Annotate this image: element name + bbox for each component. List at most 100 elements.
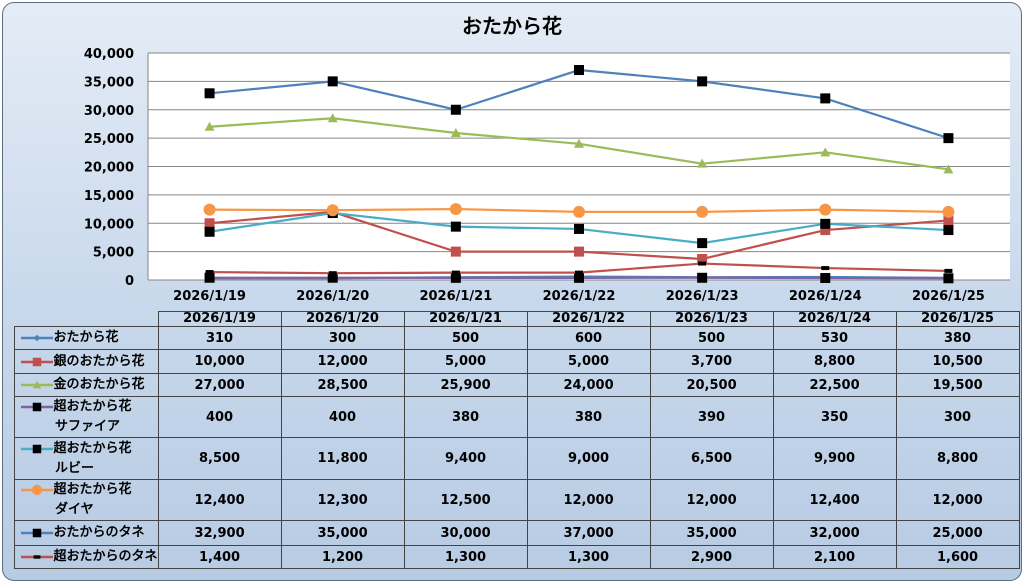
series-7 [205,261,953,276]
data-point [697,76,708,87]
legend-key-icon [20,528,53,538]
data-point [450,221,461,232]
data-point [574,246,584,257]
table-cell: 530 [772,326,897,350]
table-cell: 9,400 [403,437,528,480]
table-cell: 11,800 [280,437,405,480]
y-tick-label: 10,000 [84,217,134,232]
data-point [943,273,954,284]
table-cell: 1,300 [403,545,528,569]
data-point [204,121,215,131]
x-tick-label: 2026/1/20 [296,289,369,304]
data-point [819,203,832,216]
table-row: 超おたからのタネ 1,400 1,200 1,300 1,300 2,900 2,100 1,… [14,545,1020,569]
table-cell: 400 [157,396,282,438]
table-cell: 10,500 [895,349,1020,374]
data-point [328,271,337,276]
table-column-header: 2026/1/25 [895,311,1020,327]
x-tick-label: 2026/1/21 [419,289,492,304]
legend-key-icon [20,357,53,366]
table-cell: 12,300 [280,479,405,521]
data-point [820,147,831,157]
table-cell: 22,500 [772,373,897,397]
table-cell: 390 [649,396,774,438]
data-point [450,128,461,138]
y-tick-label: 40,000 [84,47,134,62]
x-tick-label: 2026/1/24 [789,289,862,304]
series-name: 超おたからのタネ [53,549,158,564]
data-point [575,270,583,275]
table-cell: 9,000 [526,437,651,480]
legend-key-icon [20,555,53,559]
table-cell: 2,100 [772,545,897,569]
y-tick-label: 35,000 [84,75,134,90]
table-cell: 5,000 [526,349,651,374]
legend-key-icon [20,444,53,453]
table-cell: 2,900 [649,545,774,569]
table-cell: 350 [772,396,897,438]
data-point [326,204,339,217]
data-point [943,215,954,226]
table-cell: 12,500 [403,479,528,521]
table-header-row: 2026/1/19 2026/1/20 2026/1/21 2026/1/22 2026… [14,311,1020,327]
table-cell: 32,000 [772,520,897,546]
data-point [696,205,709,218]
series-name: 銀のおたから花 [53,353,145,369]
y-tick-label: 5,000 [93,246,134,261]
legend-entry: おたから花 [14,326,159,350]
data-point [697,238,708,249]
table-cell: 5,000 [403,349,528,374]
table-row: おたから花 310 300 500 600 500 530 380 [14,326,1020,350]
legend-key-icon [20,380,53,389]
table-cell: 1,200 [280,545,405,569]
data-point [820,93,831,104]
table-row: 超おたから花 ダイヤ 12,400 12,300 12,500 12,000 12,000 1… [14,479,1020,521]
data-point [698,261,707,266]
legend-entry: 銀のおたから花 [14,349,159,374]
data-point [451,270,460,275]
x-tick-label: 2026/1/23 [666,289,739,304]
table-cell: 300 [895,396,1020,438]
table-cell: 28,500 [280,373,405,397]
table-cell: 400 [280,396,405,438]
table-cell: 12,000 [526,479,651,521]
data-point [573,205,585,218]
y-tick-label: 20,000 [84,161,134,176]
series-3 [204,272,954,284]
table-cell: 25,000 [895,520,1020,546]
data-point [450,246,461,257]
series-name: 超おたから花 [53,482,132,497]
y-tick-label: 0 [125,274,134,289]
data-point [943,133,954,144]
table-cell: 380 [526,396,651,438]
data-point [327,272,338,283]
table-column-header: 2026/1/20 [280,311,405,327]
series-name-line2: ダイヤ [55,502,94,517]
y-tick-label: 15,000 [84,189,134,204]
y-tick-label: 30,000 [84,104,134,119]
x-tick-label: 2026/1/25 [912,289,985,304]
data-point [203,203,216,216]
data-point [204,272,215,283]
series-name-line2: サファイア [55,419,121,434]
table-cell: 12,000 [649,479,774,521]
legend-key-icon [20,402,53,412]
data-point [697,254,708,265]
table-cell: 380 [895,326,1020,350]
table-cell: 380 [403,396,528,438]
table-cell: 600 [526,326,651,350]
data-point [327,113,338,123]
table-row: 銀のおたから花 10,000 12,000 5,000 5,000 3,700 8,800 1… [14,349,1020,374]
legend-entry: おたからのタネ [14,520,159,546]
data-point [449,203,462,216]
series-5 [203,203,955,218]
table-cell: 12,400 [157,479,282,521]
legend-entry: 超おたから花 ダイヤ [14,479,159,521]
table-column-header: 2026/1/24 [772,311,897,327]
table-cell: 12,000 [895,479,1020,521]
table-cell: 3,700 [649,349,774,374]
data-point [820,218,831,229]
data-table: 2026/1/19 2026/1/20 2026/1/21 2026/1/22 2026… [14,311,1020,569]
table-column-header: 2026/1/23 [649,311,774,327]
series-name-line2: ルビー [55,460,95,476]
